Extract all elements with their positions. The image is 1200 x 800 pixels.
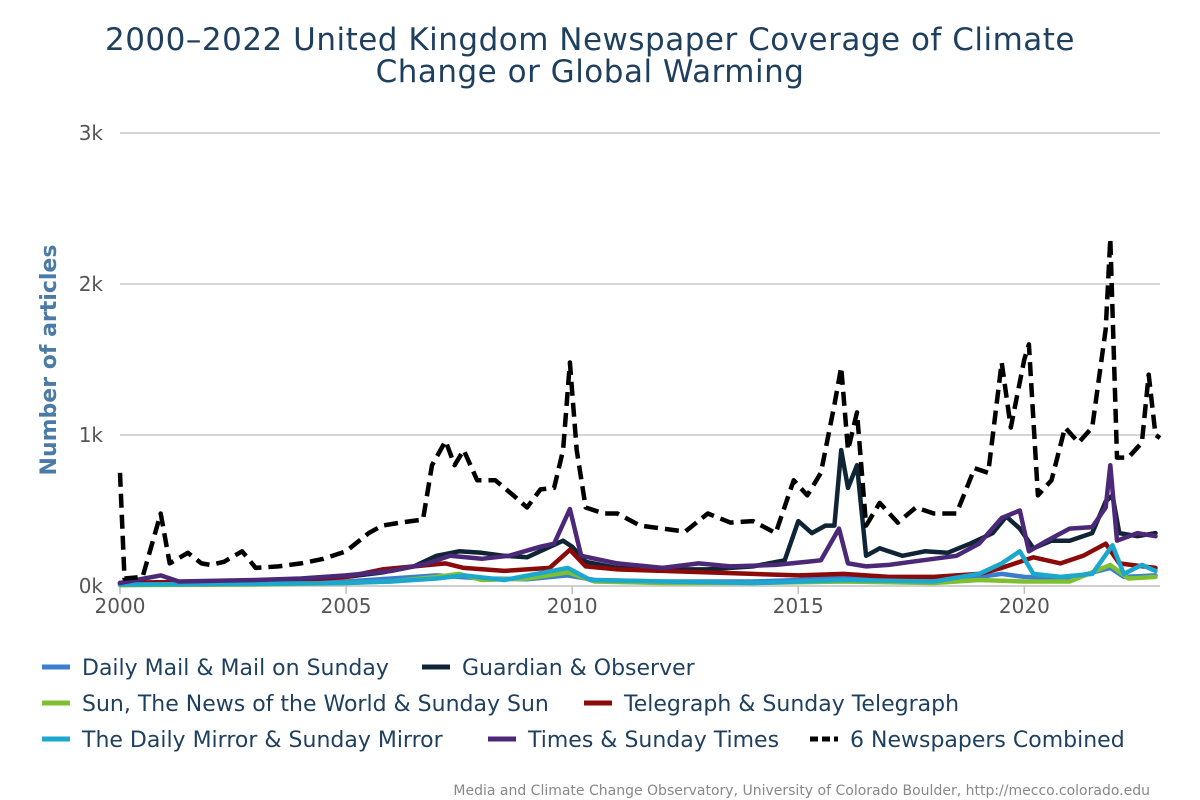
chart-title-line: Change or Global Warming [376,54,805,90]
series-line-5 [117,542,1158,587]
legend-label: Telegraph & Sunday Telegraph [623,692,959,717]
legend-label: 6 Newspapers Combined [850,728,1125,753]
series-line-7 [117,236,1162,581]
series-lines [117,236,1162,588]
y-tick-label: 2k [79,272,104,296]
legend: Daily Mail & Mail on Sunday Guardian & Ob… [42,656,1125,753]
legend-label: Sun, The News of the World & Sunday Sun [82,692,549,717]
legend-label: The Daily Mirror & Sunday Mirror [81,728,444,753]
x-tick-label: 2000 [95,594,146,618]
x-tick-label: 2020 [999,594,1050,618]
y-axis-label: Number of articles [37,245,62,476]
x-tick-label: 2005 [321,594,372,618]
y-tick-label: 1k [79,423,104,447]
y-axis-ticks: 0k 1k 2k 3k [79,121,104,598]
y-tick-label: 0k [79,574,104,598]
y-tick-label: 3k [79,121,104,145]
x-axis-ticks: 2000 2005 2010 2015 2020 [95,585,1160,618]
grid [120,132,1160,436]
legend-label: Daily Mail & Mail on Sunday [82,656,389,681]
chart-title: 2000–2022 United Kingdom Newspaper Cover… [105,22,1075,90]
chart-title-line: 2000–2022 United Kingdom Newspaper Cover… [105,22,1075,58]
legend-label: Guardian & Observer [462,656,696,681]
x-tick-label: 2010 [547,594,598,618]
x-tick-label: 2015 [773,594,824,618]
credit-text: Media and Climate Change Observatory, Un… [453,783,1150,799]
series-line-6 [117,462,1158,586]
legend-label: Times & Sunday Times [527,728,779,753]
